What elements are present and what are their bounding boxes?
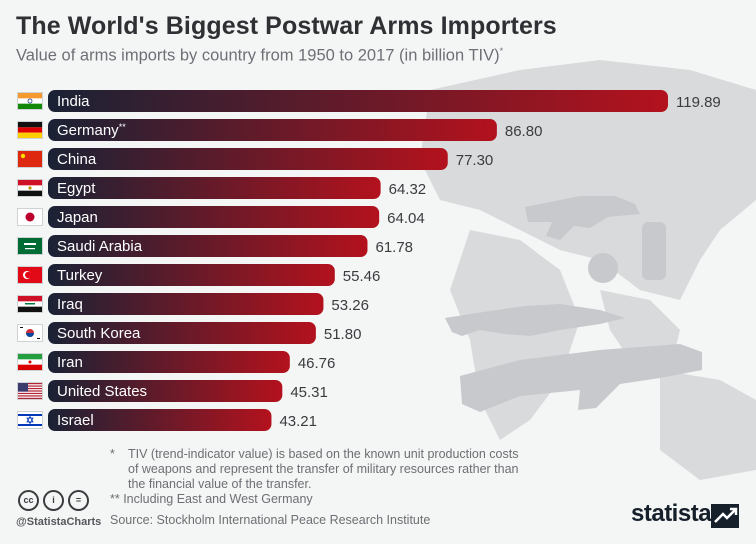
flag-united-states-icon <box>17 382 43 400</box>
footnote-mark: * <box>110 447 115 461</box>
statista-logo-icon <box>711 504 739 528</box>
twitter-handle: @StatistaCharts <box>16 516 102 528</box>
value-label: 43.21 <box>279 413 317 430</box>
statista-logo: statista <box>631 500 712 527</box>
flag-saudi-arabia-icon <box>17 237 43 255</box>
category-label: United States <box>57 383 147 400</box>
flag-india-icon <box>17 92 43 110</box>
bar-chart: India 119.89 Germany** 86.80 China 77.30 Egypt… <box>17 90 721 431</box>
license-badges: cc i = <box>18 490 89 511</box>
category-label: Germany** <box>57 122 126 139</box>
category-label: India <box>57 93 90 110</box>
bar-row-2: China 77.30 <box>17 148 494 170</box>
flag-turkey-icon <box>17 266 43 284</box>
weapons-illustration <box>445 196 702 412</box>
bar <box>48 380 283 402</box>
bar <box>48 177 381 199</box>
value-label: 64.04 <box>387 210 425 227</box>
attribution-icon: i <box>43 490 64 511</box>
flag-china-icon <box>17 150 43 168</box>
flag-israel-icon <box>17 411 43 429</box>
bar <box>48 235 368 257</box>
bar <box>48 264 335 286</box>
category-label: Turkey <box>57 267 103 284</box>
bar <box>48 119 497 141</box>
bar <box>48 90 668 112</box>
flag-japan-icon <box>17 208 43 226</box>
bar-row-4: Japan 64.04 <box>17 206 425 228</box>
value-label: 86.80 <box>505 123 543 140</box>
bar <box>48 322 316 344</box>
bar-row-11: Israel 43.21 <box>17 409 317 431</box>
flag-south-korea-icon <box>17 324 43 342</box>
subtitle-text: Value of arms imports by country from 19… <box>16 46 500 65</box>
bar-row-3: Egypt 64.32 <box>17 177 427 199</box>
bar-row-6: Turkey 55.46 <box>17 264 381 286</box>
value-label: 45.31 <box>290 384 328 401</box>
bar <box>48 351 290 373</box>
source-note: Source: Stockholm International Peace Re… <box>110 513 431 527</box>
category-label: Israel <box>57 412 94 429</box>
chart-title: The World's Biggest Postwar Arms Importe… <box>16 12 557 40</box>
bar-row-9: Iran 46.76 <box>17 351 336 373</box>
bar <box>48 148 448 170</box>
value-label: 53.26 <box>331 297 369 314</box>
bar-row-8: South Korea 51.80 <box>17 322 362 344</box>
category-label: South Korea <box>57 325 141 342</box>
category-label: Saudi Arabia <box>57 238 143 255</box>
footnote-tiv-text: TIV (trend-indicator value) is based on … <box>128 447 519 491</box>
value-label: 46.76 <box>298 355 336 372</box>
value-label: 64.32 <box>389 181 427 198</box>
value-label: 77.30 <box>456 152 494 169</box>
bar <box>48 409 272 431</box>
flag-iraq-icon <box>17 295 43 313</box>
value-label: 51.80 <box>324 326 362 343</box>
footnote-tiv: * TIV (trend-indicator value) is based o… <box>110 447 530 492</box>
bar <box>48 293 324 315</box>
category-label: China <box>57 151 97 168</box>
flag-germany-icon <box>17 121 43 139</box>
footnote-germany: ** Including East and West Germany <box>110 492 313 506</box>
value-label: 119.89 <box>676 94 721 111</box>
value-label: 55.46 <box>343 268 381 285</box>
bar-row-10: United States 45.31 <box>17 380 328 402</box>
category-label: Iran <box>57 354 83 371</box>
flag-egypt-icon <box>17 179 43 197</box>
flag-iran-icon <box>17 353 43 371</box>
category-label: Japan <box>57 209 98 226</box>
bar <box>48 206 380 228</box>
subtitle-footnote-mark: * <box>499 46 504 56</box>
bar-row-5: Saudi Arabia 61.78 <box>17 235 413 257</box>
category-label: Iraq <box>57 296 83 313</box>
value-label: 61.78 <box>375 239 413 256</box>
category-label: Egypt <box>57 180 96 197</box>
no-derivatives-icon: = <box>68 490 89 511</box>
cc-icon: cc <box>18 490 39 511</box>
bar-row-1: Germany** 86.80 <box>17 119 543 141</box>
bar-row-7: Iraq 53.26 <box>17 293 369 315</box>
chart-subtitle: Value of arms imports by country from 19… <box>16 46 503 66</box>
bar-row-0: India 119.89 <box>17 90 721 112</box>
